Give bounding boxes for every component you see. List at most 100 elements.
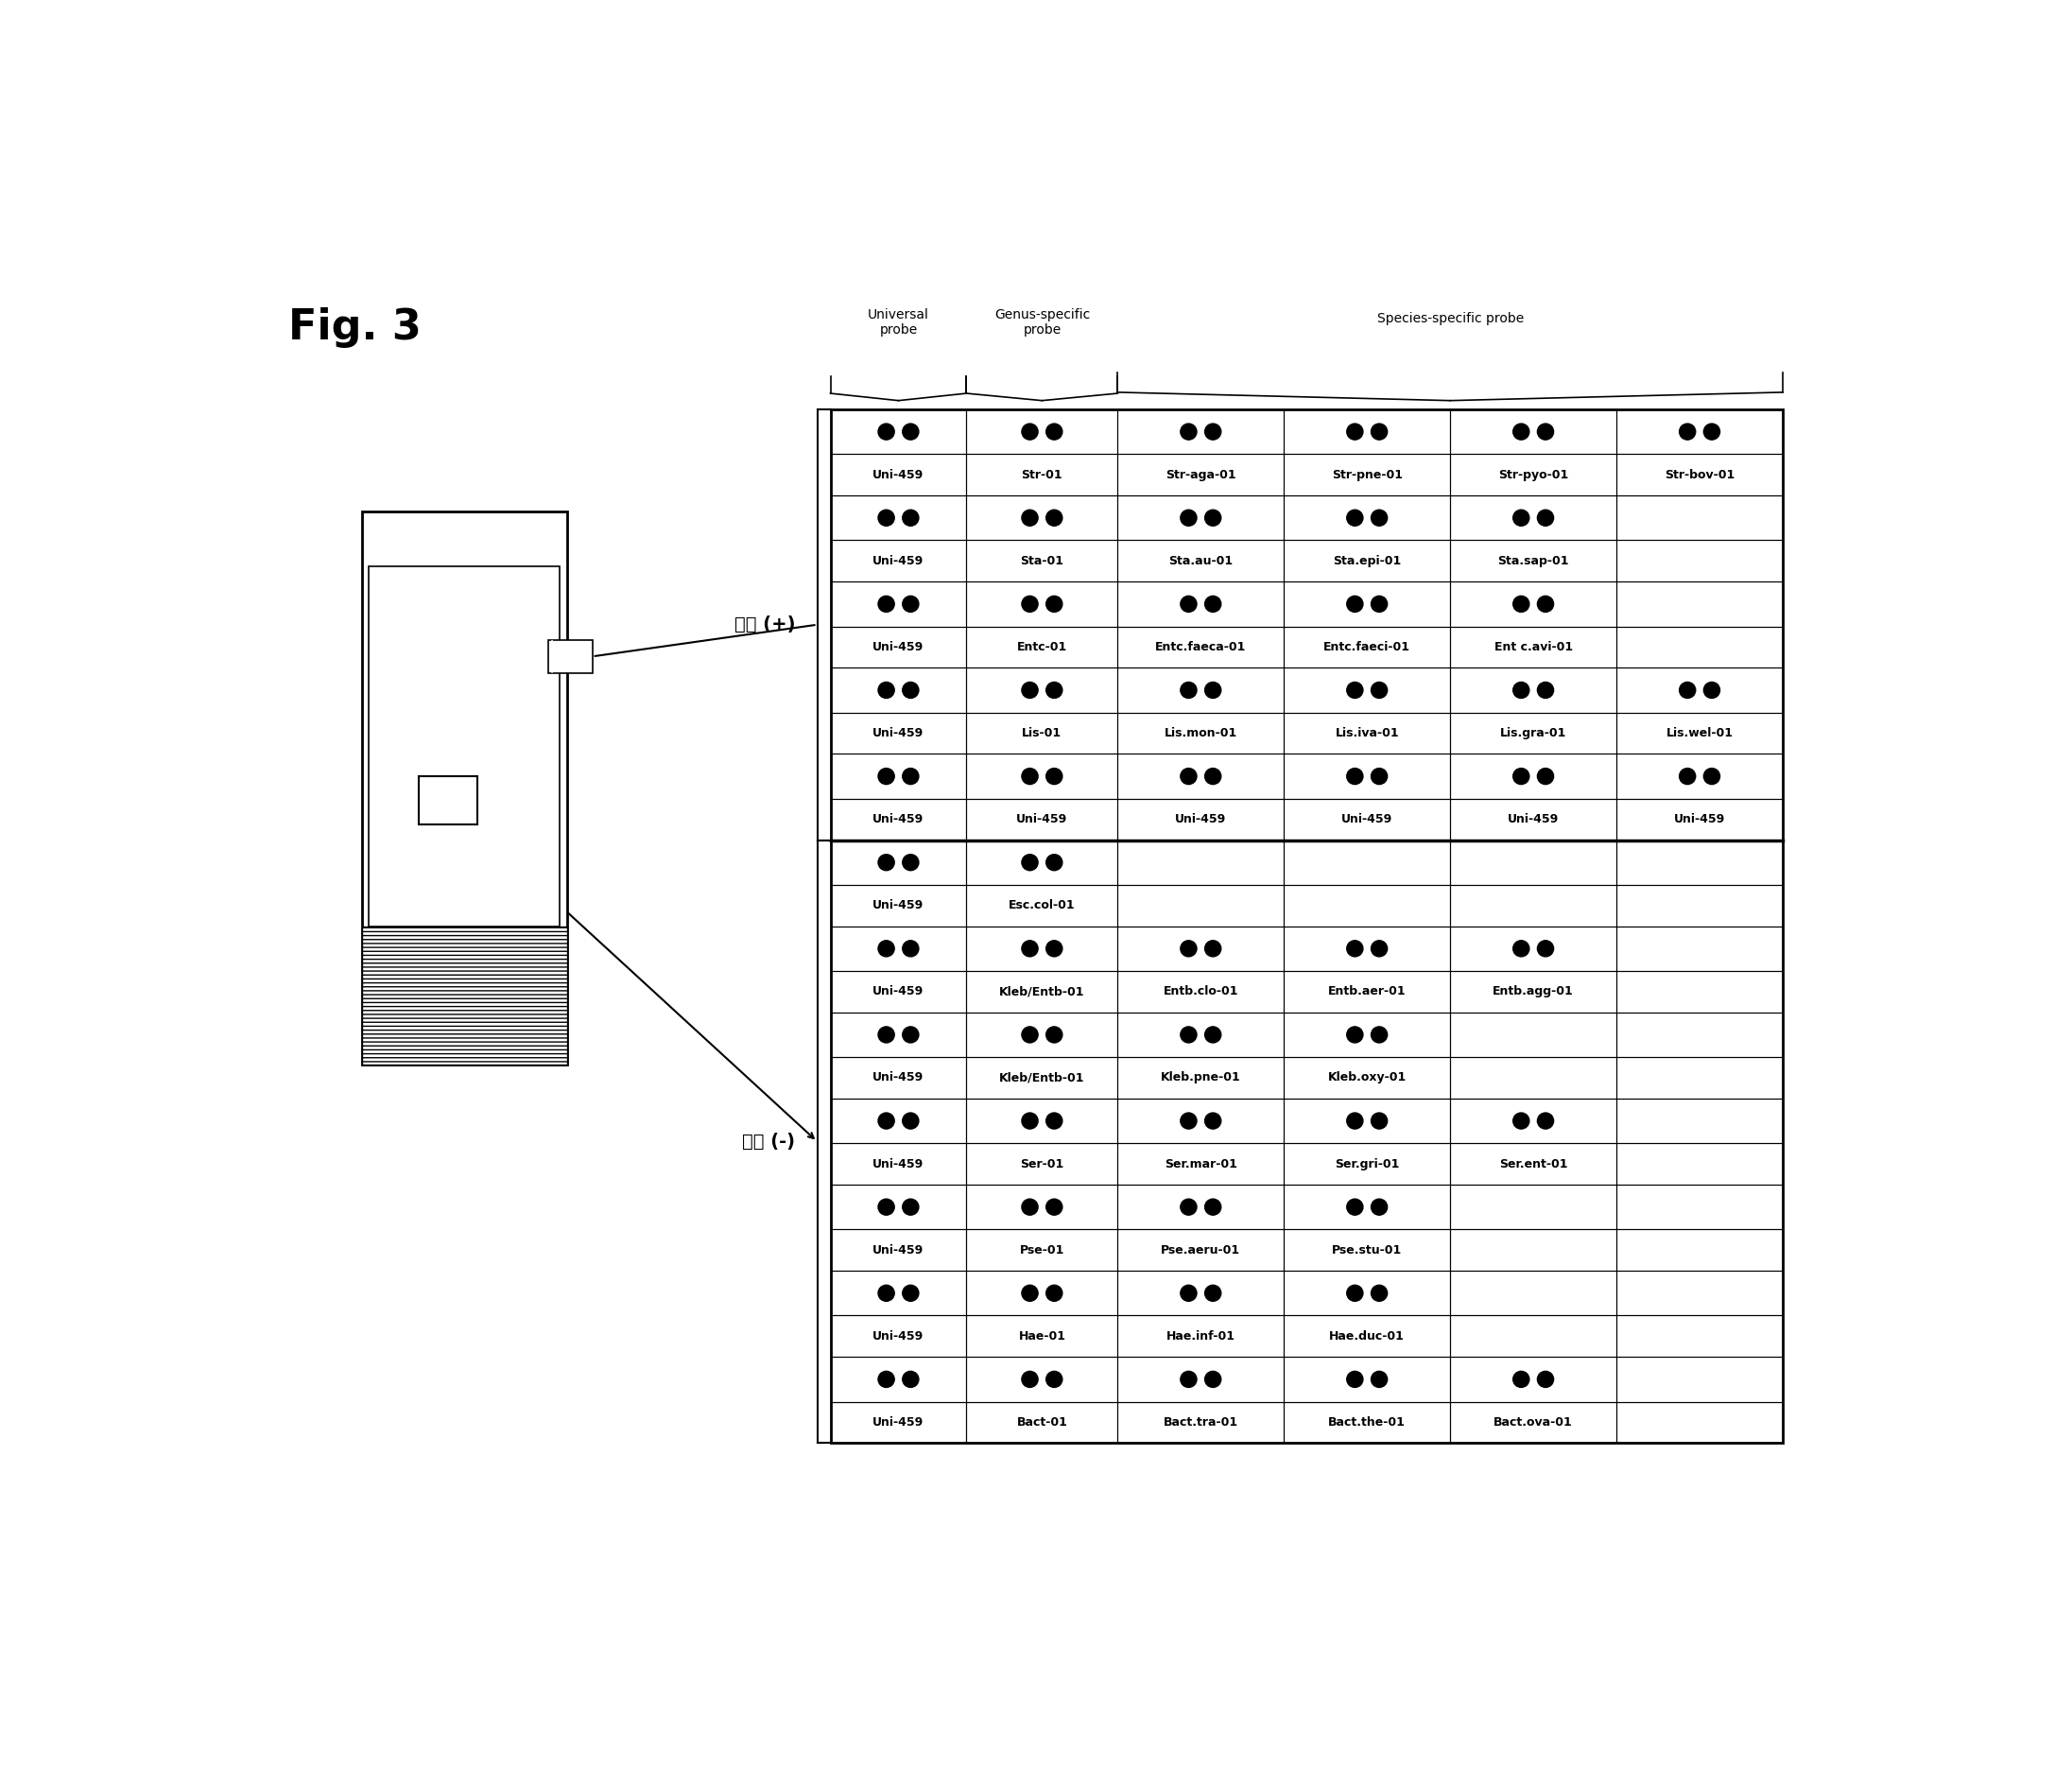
Bar bbox=[1450, 1012, 1616, 1057]
Bar bbox=[1450, 798, 1616, 841]
Bar bbox=[1285, 1230, 1450, 1271]
Circle shape bbox=[1204, 768, 1220, 784]
Circle shape bbox=[1021, 1200, 1038, 1216]
Bar bbox=[1285, 971, 1450, 1012]
Circle shape bbox=[1046, 423, 1063, 439]
Bar bbox=[1450, 453, 1616, 496]
Circle shape bbox=[1021, 1371, 1038, 1387]
Bar bbox=[966, 541, 1117, 582]
Bar bbox=[966, 1057, 1117, 1098]
Bar bbox=[1616, 453, 1782, 496]
Circle shape bbox=[1204, 1371, 1220, 1387]
Text: Uni-459: Uni-459 bbox=[872, 1416, 924, 1428]
Text: Bact.the-01: Bact.the-01 bbox=[1328, 1416, 1405, 1428]
Circle shape bbox=[879, 1026, 895, 1042]
Circle shape bbox=[1181, 682, 1198, 698]
Bar bbox=[1285, 1057, 1450, 1098]
Text: Pse.aeru-01: Pse.aeru-01 bbox=[1160, 1244, 1241, 1257]
Bar bbox=[361, 926, 566, 1064]
Text: Uni-459: Uni-459 bbox=[1674, 814, 1726, 825]
Bar bbox=[831, 1357, 966, 1401]
Circle shape bbox=[1347, 1200, 1363, 1216]
Circle shape bbox=[1204, 1200, 1220, 1216]
Bar bbox=[1616, 1316, 1782, 1357]
Bar bbox=[1616, 885, 1782, 926]
Circle shape bbox=[1046, 768, 1063, 784]
Circle shape bbox=[1204, 596, 1220, 612]
Bar bbox=[966, 753, 1117, 798]
Circle shape bbox=[1372, 682, 1388, 698]
Circle shape bbox=[1372, 423, 1388, 439]
Bar bbox=[1117, 409, 1285, 453]
Circle shape bbox=[1347, 768, 1363, 784]
Circle shape bbox=[1678, 768, 1695, 784]
Text: Entc-01: Entc-01 bbox=[1017, 641, 1067, 653]
Text: Ser-01: Ser-01 bbox=[1019, 1158, 1063, 1171]
Circle shape bbox=[1347, 941, 1363, 957]
Text: Uni-459: Uni-459 bbox=[872, 985, 924, 998]
Circle shape bbox=[1372, 941, 1388, 957]
Bar bbox=[1450, 926, 1616, 971]
Bar bbox=[966, 627, 1117, 668]
Bar bbox=[1616, 1357, 1782, 1401]
Bar bbox=[1285, 541, 1450, 582]
Circle shape bbox=[1347, 511, 1363, 527]
Polygon shape bbox=[551, 641, 555, 673]
Bar bbox=[966, 1271, 1117, 1316]
Bar bbox=[831, 409, 966, 453]
Circle shape bbox=[1181, 1112, 1198, 1128]
Circle shape bbox=[903, 511, 918, 527]
Bar bbox=[549, 641, 593, 673]
Bar bbox=[831, 798, 966, 841]
Circle shape bbox=[1181, 768, 1198, 784]
Bar bbox=[1450, 496, 1616, 541]
Bar bbox=[1616, 1230, 1782, 1271]
Bar bbox=[1450, 1185, 1616, 1230]
Bar bbox=[1285, 753, 1450, 798]
Bar bbox=[966, 1357, 1117, 1401]
Text: Esc.col-01: Esc.col-01 bbox=[1009, 900, 1075, 912]
Text: Uni-459: Uni-459 bbox=[872, 1071, 924, 1083]
Text: Species-specific probe: Species-specific probe bbox=[1376, 312, 1523, 325]
Circle shape bbox=[1204, 1112, 1220, 1128]
Bar bbox=[1285, 496, 1450, 541]
Text: Lis.mon-01: Lis.mon-01 bbox=[1164, 726, 1237, 739]
Circle shape bbox=[1372, 1200, 1388, 1216]
Circle shape bbox=[1021, 423, 1038, 439]
Bar bbox=[1616, 541, 1782, 582]
Text: Lis.iva-01: Lis.iva-01 bbox=[1334, 726, 1399, 739]
Bar bbox=[1450, 1401, 1616, 1442]
Circle shape bbox=[903, 855, 918, 871]
Bar bbox=[1117, 1401, 1285, 1442]
Bar bbox=[1285, 1142, 1450, 1185]
Circle shape bbox=[1513, 596, 1529, 612]
Bar bbox=[831, 712, 966, 753]
Text: Entb.clo-01: Entb.clo-01 bbox=[1162, 985, 1239, 998]
Bar bbox=[831, 1185, 966, 1230]
Circle shape bbox=[903, 1112, 918, 1128]
Circle shape bbox=[903, 1371, 918, 1387]
Bar bbox=[966, 453, 1117, 496]
Bar bbox=[1117, 753, 1285, 798]
Text: Uni-459: Uni-459 bbox=[872, 1244, 924, 1257]
Bar bbox=[1450, 541, 1616, 582]
Bar bbox=[1450, 582, 1616, 627]
Bar bbox=[1285, 712, 1450, 753]
Circle shape bbox=[1204, 423, 1220, 439]
Bar bbox=[1117, 971, 1285, 1012]
Bar bbox=[1450, 1316, 1616, 1357]
Circle shape bbox=[1513, 423, 1529, 439]
Bar bbox=[361, 511, 566, 1064]
Circle shape bbox=[1372, 1112, 1388, 1128]
Circle shape bbox=[879, 1112, 895, 1128]
Circle shape bbox=[903, 941, 918, 957]
Circle shape bbox=[1046, 682, 1063, 698]
Bar bbox=[831, 453, 966, 496]
Bar bbox=[1117, 1230, 1285, 1271]
Text: Kleb.pne-01: Kleb.pne-01 bbox=[1160, 1071, 1241, 1083]
Circle shape bbox=[1537, 1371, 1554, 1387]
Bar bbox=[831, 1057, 966, 1098]
Circle shape bbox=[1703, 768, 1720, 784]
Text: Str-01: Str-01 bbox=[1021, 469, 1063, 480]
Bar bbox=[1285, 1316, 1450, 1357]
